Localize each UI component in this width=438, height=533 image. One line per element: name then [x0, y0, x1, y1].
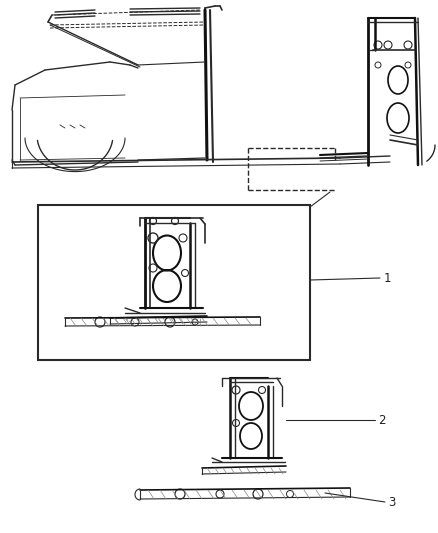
Bar: [38, 205, 310, 360]
Text: 2: 2: [378, 414, 385, 426]
Text: 1: 1: [384, 271, 392, 285]
Text: 3: 3: [388, 497, 396, 510]
